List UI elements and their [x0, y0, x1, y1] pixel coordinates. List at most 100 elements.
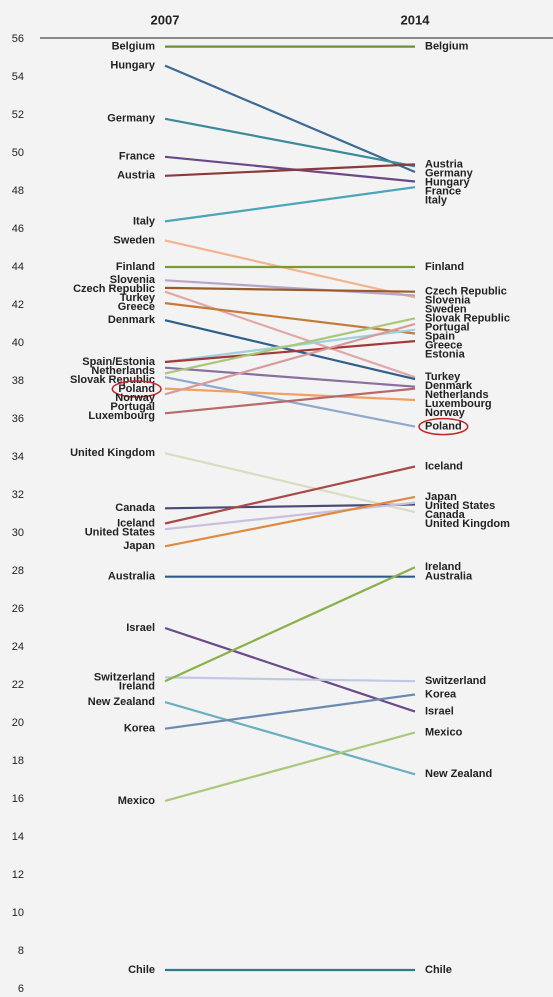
slope-line — [164, 676, 416, 683]
y-tick-label: 24 — [12, 641, 24, 653]
series-label: New Zealand — [425, 768, 492, 780]
y-tick-label: 32 — [12, 489, 24, 501]
series-label: Denmark — [108, 314, 156, 326]
slope-line — [164, 64, 416, 174]
y-tick-label: 40 — [12, 337, 24, 349]
series-label: Portugal — [425, 322, 470, 334]
slope-line — [164, 317, 416, 375]
y-tick-label: 16 — [12, 793, 24, 805]
y-tick-label: 20 — [12, 717, 24, 729]
series-label: Israel — [425, 706, 454, 718]
series-label: Mexico — [118, 795, 156, 807]
y-tick-label: 14 — [12, 831, 24, 843]
series-label: Luxembourg — [425, 398, 492, 410]
y-tick-label: 44 — [12, 261, 24, 273]
slope-line — [164, 501, 416, 531]
series-label: Spain/Estonia — [82, 356, 156, 368]
y-tick-label: 34 — [12, 451, 24, 463]
series-label: Korea — [425, 688, 457, 700]
slope-line — [164, 366, 416, 388]
series-label: Iceland — [425, 460, 463, 472]
series-label: Slovenia — [110, 274, 156, 286]
x-header: 2007 — [151, 12, 180, 27]
series-label: Italy — [133, 215, 156, 227]
series-label: Austria — [117, 170, 156, 182]
slope-line — [164, 626, 416, 713]
series-label: Australia — [108, 571, 156, 583]
slope-line — [164, 387, 416, 402]
series-label: Hungary — [425, 176, 471, 188]
y-tick-label: 10 — [12, 907, 24, 919]
series-label: Ireland — [425, 561, 461, 573]
series-label: Switzerland — [94, 671, 155, 683]
y-tick-label: 52 — [12, 109, 24, 121]
series-label: Poland — [118, 383, 155, 395]
series-label: Australia — [425, 571, 473, 583]
series-label: Greece — [425, 340, 462, 352]
y-tick-label: 54 — [12, 71, 24, 83]
slope-line — [164, 452, 416, 514]
y-tick-label: 48 — [12, 185, 24, 197]
series-label: Netherlands — [91, 365, 155, 377]
slope-line — [164, 340, 416, 364]
series-label: Sweden — [425, 304, 467, 316]
slope-line — [164, 566, 416, 683]
y-tick-label: 30 — [12, 527, 24, 539]
y-tick-label: 12 — [12, 869, 24, 881]
series-label: Norway — [425, 407, 466, 419]
slope-line — [164, 319, 416, 381]
series-label: Austria — [425, 158, 464, 170]
slope-line — [164, 322, 416, 396]
slope-line — [164, 163, 416, 177]
series-label: Luxembourg — [88, 410, 155, 422]
x-header: 2014 — [401, 12, 431, 27]
slope-line — [164, 279, 416, 297]
series-label: Italy — [425, 194, 448, 206]
series-label: United States — [85, 526, 155, 538]
series-label: Hungary — [110, 60, 156, 72]
y-tick-label: 56 — [12, 33, 24, 45]
series-label: Finland — [116, 261, 155, 273]
series-label: United Kingdom — [70, 447, 155, 459]
series-label: Belgium — [425, 41, 469, 53]
y-tick-label: 6 — [18, 983, 24, 995]
series-label: Slovak Republic — [425, 313, 510, 325]
y-tick-label: 50 — [12, 147, 24, 159]
slope-line — [164, 495, 416, 548]
y-tick-label: 18 — [12, 755, 24, 767]
series-label: Japan — [425, 491, 457, 503]
y-tick-label: 8 — [18, 945, 24, 957]
y-tick-label: 36 — [12, 413, 24, 425]
highlight-ring — [418, 417, 469, 436]
slope-line — [164, 693, 416, 730]
series-label: Denmark — [425, 380, 473, 392]
series-label: Mexico — [425, 726, 463, 738]
series-label: Slovenia — [425, 295, 471, 307]
y-tick-label: 38 — [12, 375, 24, 387]
series-label: Portugal — [110, 401, 155, 413]
highlight-ring — [111, 380, 162, 398]
slope-line — [164, 286, 416, 293]
series-label: Chile — [425, 964, 452, 976]
series-label: Poland — [425, 421, 462, 433]
series-label: France — [119, 151, 155, 163]
slope-line — [164, 731, 416, 802]
y-tick-label: 28 — [12, 565, 24, 577]
slope-line — [164, 465, 416, 525]
series-label: Norway — [115, 392, 156, 404]
series-label: Turkey — [425, 371, 461, 383]
series-label: United States — [425, 500, 495, 512]
slope-line — [164, 290, 416, 379]
series-label: Japan — [123, 540, 155, 552]
series-label: Switzerland — [425, 675, 486, 687]
y-tick-label: 26 — [12, 603, 24, 615]
series-label: Greece — [118, 301, 155, 313]
series-label: Czech Republic — [73, 283, 155, 295]
y-tick-label: 22 — [12, 679, 24, 691]
y-tick-label: 42 — [12, 299, 24, 311]
slope-line — [164, 387, 416, 415]
series-label: Germany — [425, 167, 474, 179]
series-label: Chile — [128, 964, 155, 976]
series-label: Iceland — [117, 517, 155, 529]
